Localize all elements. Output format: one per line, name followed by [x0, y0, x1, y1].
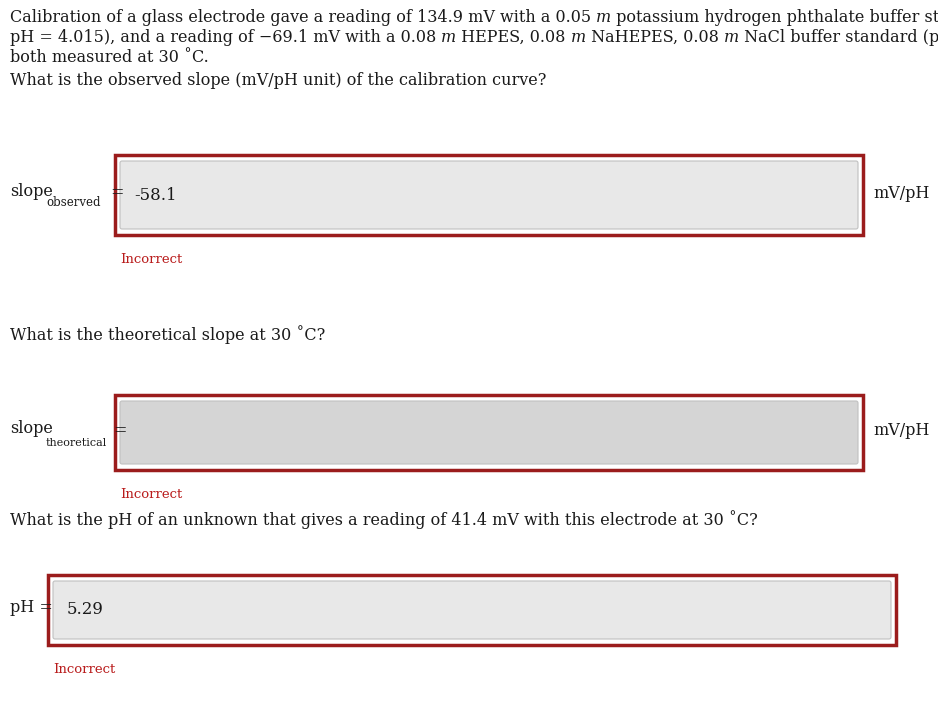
Text: mV/pH: mV/pH: [873, 184, 930, 201]
FancyBboxPatch shape: [120, 161, 858, 229]
Text: slope: slope: [10, 182, 53, 200]
Text: What is the pH of an unknown that gives a reading of 41.4 mV with this electrode: What is the pH of an unknown that gives …: [10, 510, 758, 529]
FancyBboxPatch shape: [115, 155, 863, 235]
Text: observed: observed: [46, 196, 100, 210]
Text: m: m: [597, 9, 612, 26]
Text: 5.29: 5.29: [67, 602, 104, 618]
Text: slope: slope: [10, 420, 53, 437]
Text: NaHEPES, 0.08: NaHEPES, 0.08: [586, 29, 724, 46]
Text: m: m: [442, 29, 457, 46]
Text: Incorrect: Incorrect: [120, 488, 182, 501]
Text: HEPES, 0.08: HEPES, 0.08: [457, 29, 571, 46]
Text: =: =: [110, 184, 124, 201]
Text: =: =: [113, 422, 127, 439]
Text: pH = 4.015), and a reading of −69.1 mV with a 0.08: pH = 4.015), and a reading of −69.1 mV w…: [10, 29, 442, 46]
Text: Incorrect: Incorrect: [120, 253, 182, 266]
Text: Incorrect: Incorrect: [53, 663, 115, 676]
Text: -58.1: -58.1: [134, 186, 176, 203]
Text: What is the observed slope (mV/pH unit) of the calibration curve?: What is the observed slope (mV/pH unit) …: [10, 72, 546, 89]
Text: theoretical: theoretical: [46, 438, 107, 448]
Text: NaCl buffer standard (pH = 7.454),: NaCl buffer standard (pH = 7.454),: [739, 29, 938, 46]
FancyBboxPatch shape: [48, 575, 896, 645]
Text: m: m: [724, 29, 739, 46]
Text: both measured at 30 ˚C.: both measured at 30 ˚C.: [10, 49, 209, 66]
Text: mV/pH: mV/pH: [873, 422, 930, 439]
Text: What is the theoretical slope at 30 ˚C?: What is the theoretical slope at 30 ˚C?: [10, 325, 325, 344]
Text: Calibration of a glass electrode gave a reading of 134.9 mV with a 0.05: Calibration of a glass electrode gave a …: [10, 9, 597, 26]
FancyBboxPatch shape: [120, 401, 858, 464]
Text: potassium hydrogen phthalate buffer standard (: potassium hydrogen phthalate buffer stan…: [612, 9, 938, 26]
FancyBboxPatch shape: [115, 395, 863, 470]
FancyBboxPatch shape: [53, 581, 891, 639]
Text: pH =: pH =: [10, 599, 53, 616]
Text: m: m: [571, 29, 586, 46]
